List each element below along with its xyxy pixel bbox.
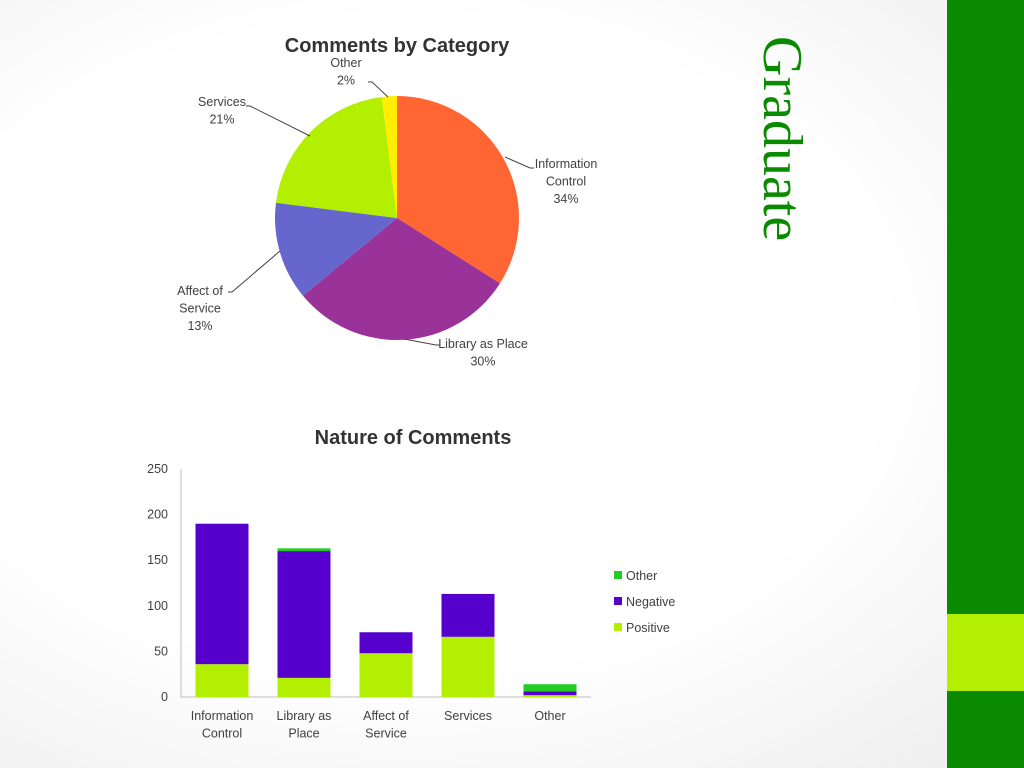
pie-slice-affect-of-service-leader <box>228 250 281 293</box>
pie-slice-information-control-leader <box>504 156 534 169</box>
y-tick-label: 0 <box>161 690 168 704</box>
sidebar-accent-block <box>947 614 1024 691</box>
pie-slice-other-leader <box>368 81 389 98</box>
x-tick-label: Control <box>202 727 242 741</box>
pie-slice-library-as-place-percent-label: 30% <box>470 355 495 369</box>
pie-slice-affect-of-service-label: Service <box>179 302 221 316</box>
legend-label-other: Other <box>626 569 657 583</box>
x-tick-label: Information <box>191 709 254 723</box>
legend-swatch-other <box>614 571 622 579</box>
y-tick-label: 200 <box>147 508 168 522</box>
bar-affect-of-service-negative <box>359 632 413 654</box>
slide-title: Graduate <box>751 36 813 242</box>
pie-slice-affect-of-service-percent-label: 13% <box>187 319 212 333</box>
bar-chart: Nature of Comments 0 50 100 150 200 250 Infor… <box>147 427 675 741</box>
pie-slice-library-as-place-leader <box>403 338 440 346</box>
pie-slice-other <box>381 95 397 218</box>
x-tick-label: Affect of <box>363 709 409 723</box>
pie-slice-services-label: Services <box>198 95 246 109</box>
pie-slice-services-percent-label: 21% <box>209 113 234 127</box>
pie-slice-affect-of-service <box>274 202 397 296</box>
y-tick-label: 100 <box>147 599 168 613</box>
bar-services-negative <box>441 593 495 637</box>
bar-other-negative <box>523 691 577 696</box>
pie-slice-services-leader <box>246 105 311 137</box>
legend-swatch-positive <box>614 623 622 631</box>
bar-information-control-positive <box>195 664 249 697</box>
pie-slice-information-control-percent-label: 34% <box>553 192 578 206</box>
pie-slice-information-control-label: Information <box>535 157 598 171</box>
pie-slice-other-percent-label: 2% <box>337 74 355 88</box>
legend-label-positive: Positive <box>626 621 670 635</box>
y-tick-label: 50 <box>154 644 168 658</box>
pie-slice-services <box>275 96 397 218</box>
legend-swatch-negative <box>614 597 622 605</box>
pie-slice-information-control-label: Control <box>546 175 586 189</box>
pie-slice-library-as-place <box>303 218 501 341</box>
bar-information-control-negative <box>195 523 249 665</box>
x-tick-label: Services <box>444 709 492 723</box>
y-tick-label: 250 <box>147 462 168 476</box>
bar-library-as-place-negative <box>277 551 331 678</box>
y-tick-label: 150 <box>147 553 168 567</box>
bar-affect-of-service-positive <box>359 653 413 697</box>
bar-library-as-place-positive <box>277 677 331 697</box>
bar-chart-title: Nature of Comments <box>315 427 512 449</box>
x-tick-label: Service <box>365 727 407 741</box>
bar-library-as-place-other <box>277 548 331 552</box>
pie-slice-other-label: Other <box>330 56 361 70</box>
bar-other-positive <box>523 695 577 697</box>
x-tick-label: Other <box>534 709 565 723</box>
legend-label-negative: Negative <box>626 595 675 609</box>
x-tick-label: Place <box>288 727 319 741</box>
bar-other-other <box>523 684 577 692</box>
pie-slice-affect-of-service-label: Affect of <box>177 284 223 298</box>
pie-slice-information-control <box>397 95 520 284</box>
bar-services-positive <box>441 636 495 697</box>
pie-chart: Comments by Category Information Control 3… <box>177 35 597 369</box>
x-tick-label: Library as <box>277 709 332 723</box>
pie-chart-title: Comments by Category <box>285 35 510 57</box>
pie-slice-library-as-place-label: Library as Place <box>438 337 528 351</box>
